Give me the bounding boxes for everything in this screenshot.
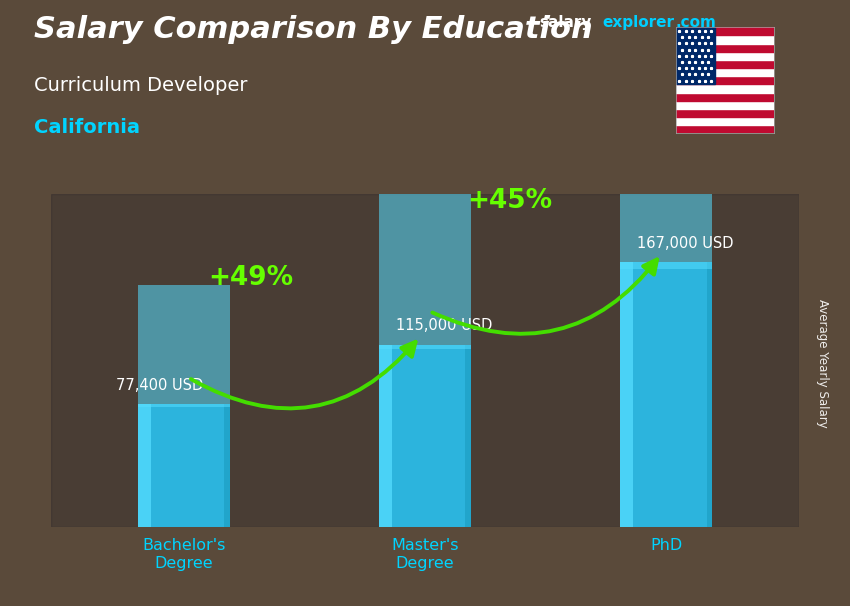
Bar	[676, 109, 774, 117]
Text: 167,000 USD: 167,000 USD	[638, 236, 734, 250]
Bar	[138, 404, 150, 527]
Bar	[676, 35, 774, 44]
Bar	[51, 194, 799, 527]
Bar	[676, 76, 774, 84]
Text: Salary Comparison By Education: Salary Comparison By Education	[34, 15, 592, 44]
Text: .com: .com	[676, 15, 717, 30]
Bar	[224, 404, 230, 527]
Bar	[676, 27, 715, 84]
Bar	[620, 4, 712, 269]
Bar	[676, 84, 774, 93]
Text: +49%: +49%	[209, 265, 294, 291]
Bar	[676, 44, 774, 52]
Text: +45%: +45%	[467, 188, 552, 215]
Bar	[465, 345, 471, 527]
Text: Average Yearly Salary: Average Yearly Salary	[816, 299, 829, 428]
Bar	[138, 285, 230, 407]
Text: salary: salary	[540, 15, 592, 30]
Bar	[379, 345, 392, 527]
Bar	[676, 52, 774, 60]
Text: California: California	[34, 118, 140, 137]
Bar	[676, 60, 774, 68]
Bar	[706, 262, 712, 527]
Text: 77,400 USD: 77,400 USD	[116, 378, 203, 393]
Bar	[138, 404, 230, 527]
Text: 115,000 USD: 115,000 USD	[396, 318, 492, 333]
Bar	[620, 262, 633, 527]
Bar	[676, 68, 774, 76]
Text: explorer: explorer	[603, 15, 675, 30]
Bar	[676, 93, 774, 101]
Bar	[676, 125, 774, 133]
Bar	[379, 167, 471, 349]
Bar	[676, 117, 774, 125]
Bar	[676, 101, 774, 109]
Bar	[676, 27, 774, 35]
Bar	[379, 345, 471, 527]
Text: Curriculum Developer: Curriculum Developer	[34, 76, 247, 95]
Bar	[620, 262, 712, 527]
